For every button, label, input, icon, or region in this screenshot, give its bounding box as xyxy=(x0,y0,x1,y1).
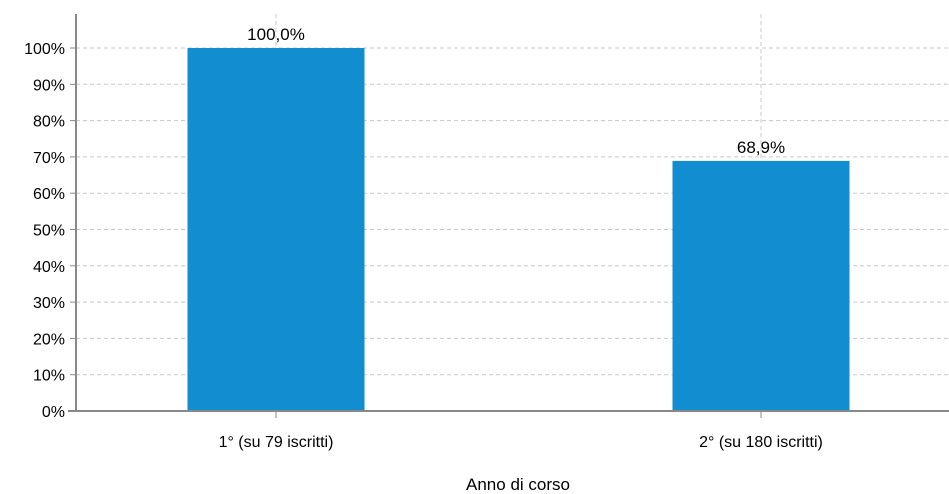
data-label-1: 100,0% xyxy=(247,25,305,44)
x-tick-labels: 1° (su 79 iscritti) 2° (su 180 iscritti) xyxy=(219,434,823,451)
y-tick-label: 50% xyxy=(33,223,65,240)
y-tick-label: 70% xyxy=(33,150,65,167)
bar-2 xyxy=(672,160,850,411)
bars xyxy=(187,48,850,411)
y-tick-label: 30% xyxy=(33,295,65,312)
y-tick-label: 80% xyxy=(33,114,65,131)
bar-1 xyxy=(187,48,365,411)
y-tick-labels: 0% 10% 20% 30% 40% 50% 60% 70% 80% 90% 100% xyxy=(24,41,65,421)
data-label-2: 68,9% xyxy=(737,138,785,157)
data-labels: 100,0% 68,9% xyxy=(247,25,785,157)
y-tick-label: 0% xyxy=(42,404,65,421)
x-tick-label: 1° (su 79 iscritti) xyxy=(219,434,334,451)
y-tick-label: 10% xyxy=(33,368,65,385)
x-axis-title: Anno di corso xyxy=(466,475,570,494)
y-tick-label: 60% xyxy=(33,186,65,203)
y-tick-label: 90% xyxy=(33,77,65,94)
x-tick-label: 2° (su 180 iscritti) xyxy=(699,434,823,451)
y-tick-label: 20% xyxy=(33,331,65,348)
y-tick-label: 40% xyxy=(33,259,65,276)
y-tick-label: 100% xyxy=(24,41,65,58)
axes xyxy=(68,14,949,418)
